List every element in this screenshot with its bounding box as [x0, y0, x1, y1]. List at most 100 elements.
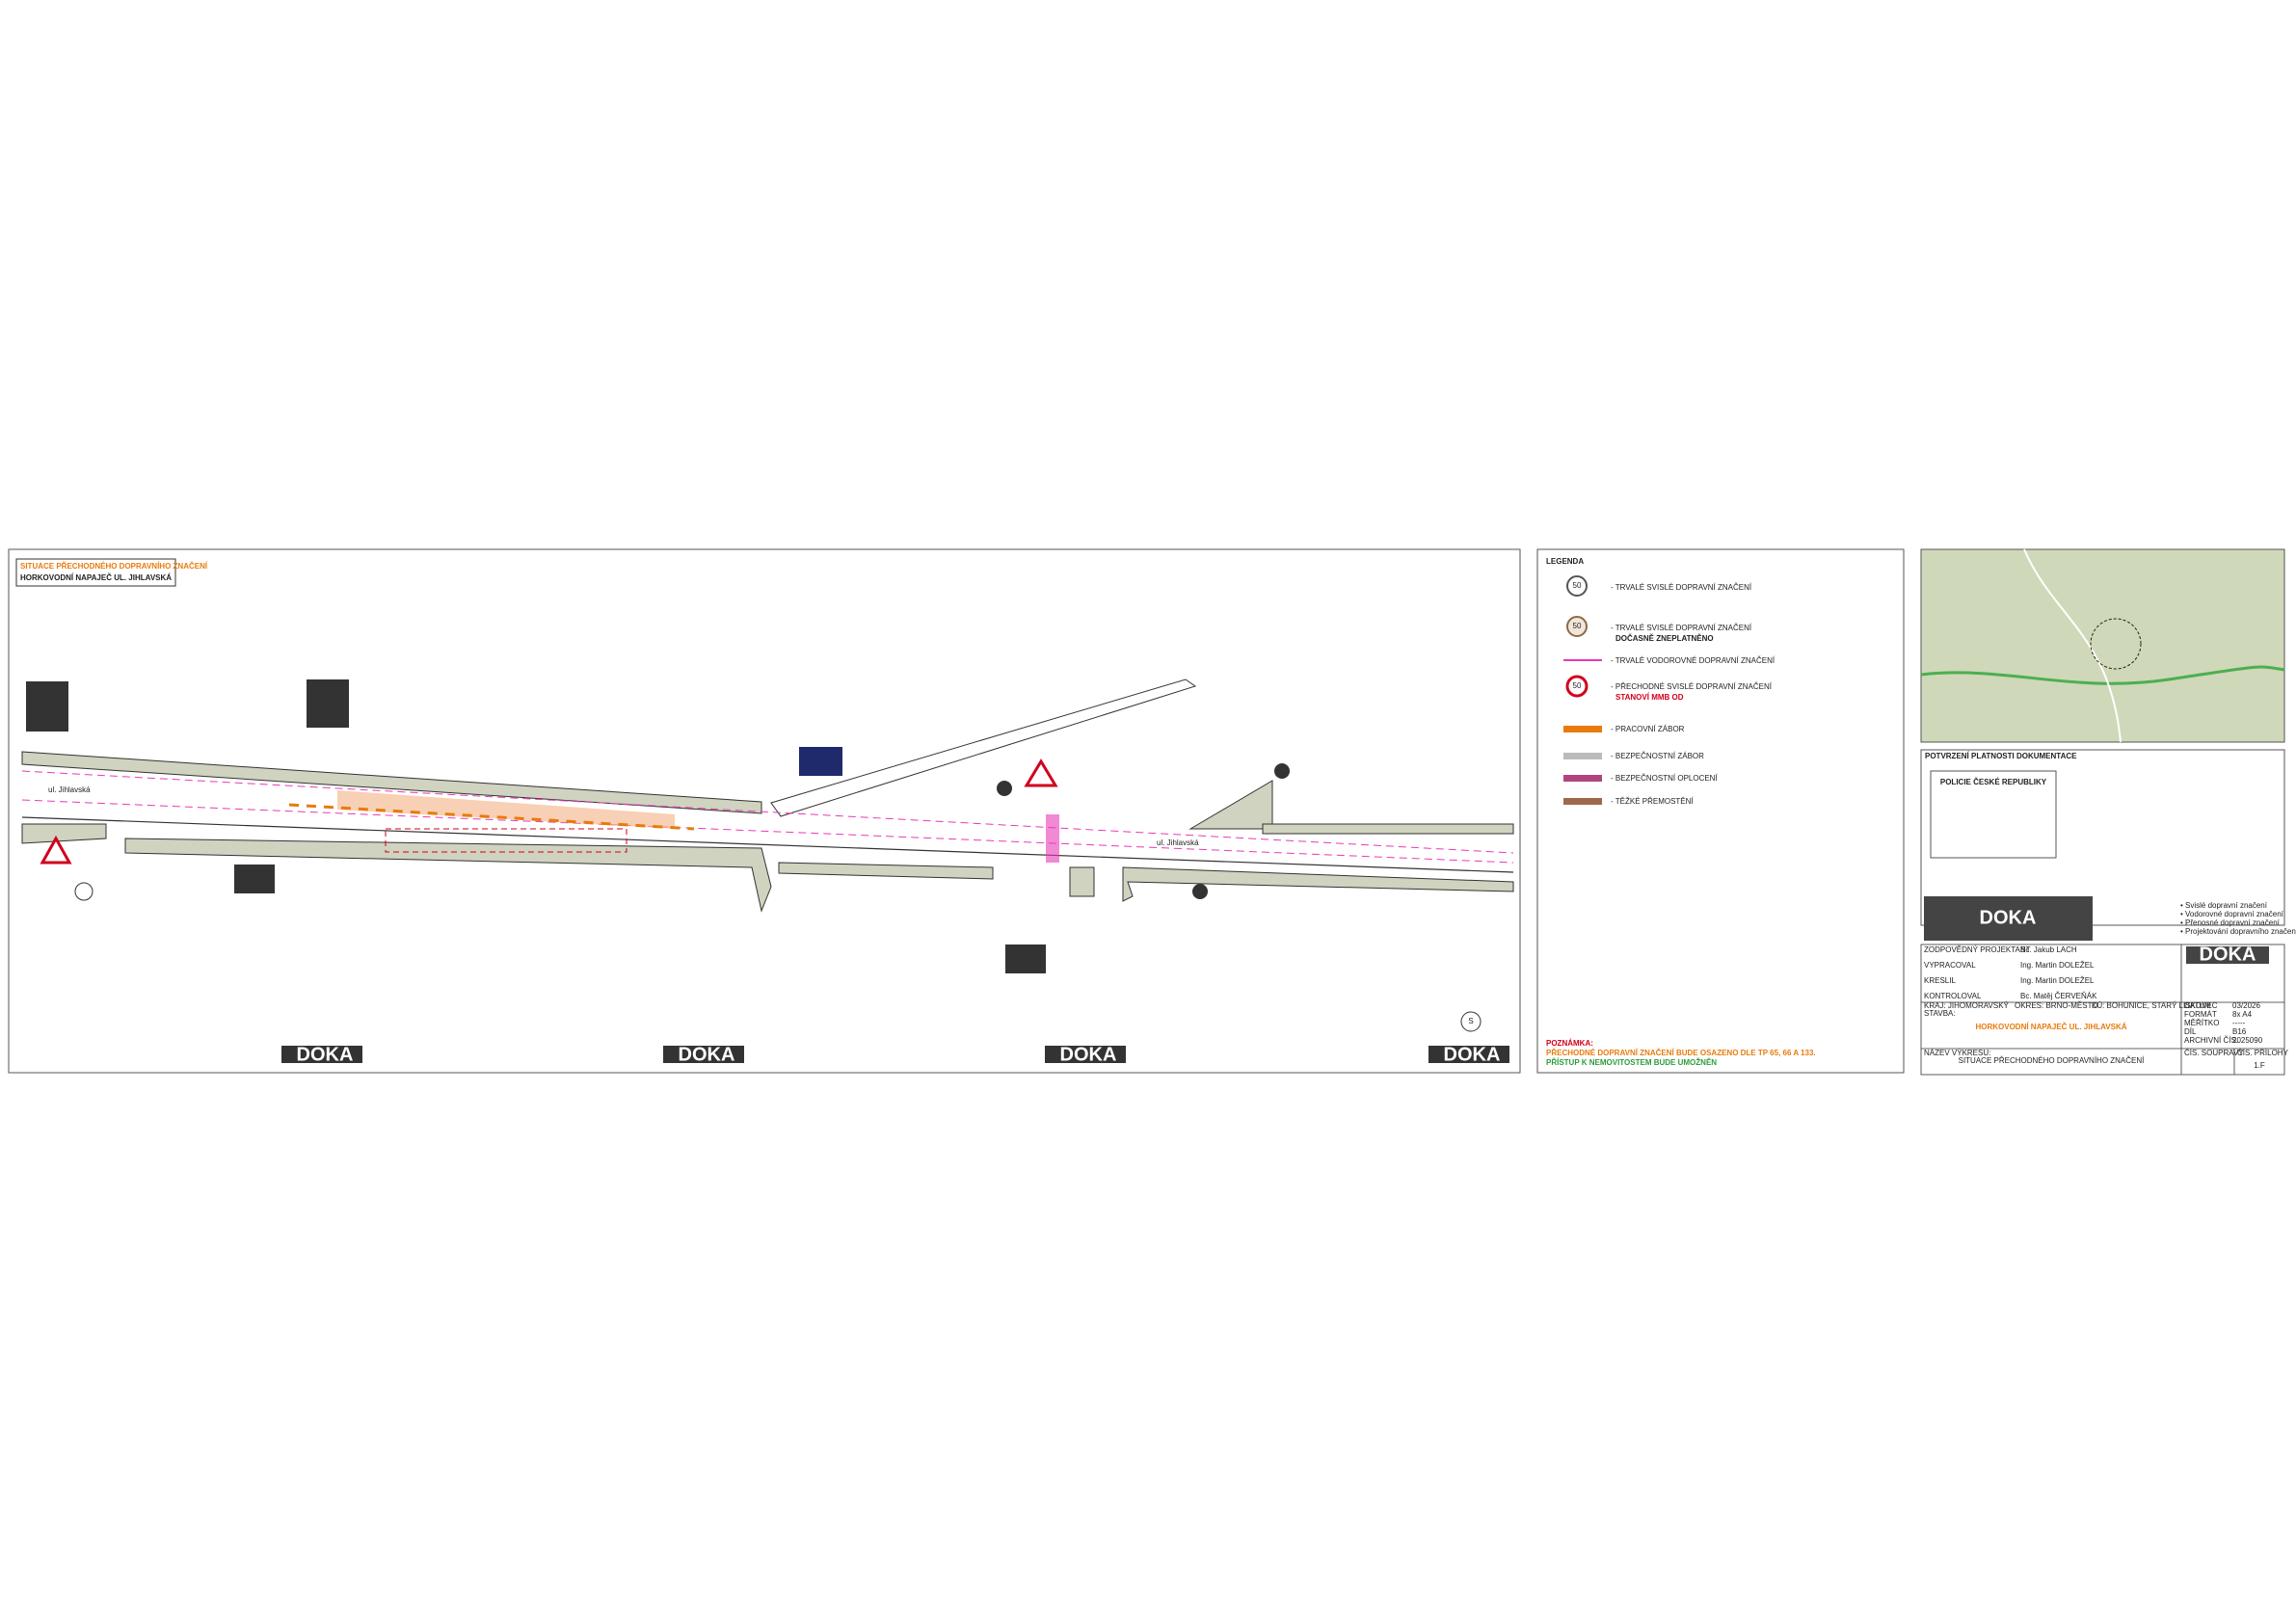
service: • Svislé dopravní značení — [2180, 901, 2268, 910]
legend-icon — [1563, 798, 1602, 805]
legend-label: - TĚŽKÉ PŘEMOSTĚNÍ — [1611, 797, 1694, 806]
legend-label: - BEZPEČNOSTNÍ OPLOCENÍ — [1611, 774, 1718, 783]
set-label: ČÍS. SOUPRAVY — [2184, 1049, 2244, 1057]
marking-line — [21, 799, 1514, 864]
field-label: DATUM — [2184, 1001, 2211, 1010]
validation-title: POTVRZENÍ PLATNOSTI DOKUMENTACE — [1925, 752, 2077, 760]
annex: 1.F — [2254, 1061, 2265, 1070]
project: HORKOVODNÍ NAPAJEČ UL. JIHLAVSKÁ — [1975, 1023, 2126, 1031]
legend-note: STANOVÍ MMB OD — [1615, 693, 1684, 702]
work-zone-edge — [288, 803, 695, 831]
note: PŘECHODNÉ DOPRAVNÍ ZNAČENÍ BUDE OSAZENO … — [1546, 1049, 1816, 1057]
stamp-title: POLICIE ČESKÉ REPUBLIKY — [1940, 778, 2047, 786]
service: • Vodorovné dopravní značení — [2180, 910, 2284, 918]
logo-box — [281, 1046, 362, 1063]
legend-icon — [1566, 575, 1588, 597]
marking-line — [21, 770, 1514, 854]
company-logo-box — [1924, 896, 2093, 941]
legend-icon — [1566, 616, 1588, 637]
sign — [1005, 945, 1046, 973]
sidewalk — [1262, 823, 1514, 835]
note: PŘÍSTUP K NEMOVITOSTEM BUDE UMOŽNĚN — [1546, 1058, 1717, 1067]
work-zone — [337, 790, 675, 829]
project-label: STAVBA: — [1924, 1009, 1956, 1018]
legend-icon — [1563, 775, 1602, 782]
drawing-title: SITUACE PŘECHODNÉHO DOPRAVNÍHO ZNAČENÍ — [20, 562, 208, 571]
logos: DOKA DOKA DOKA DOKA — [281, 1044, 1509, 1065]
location-map — [1920, 548, 2285, 743]
legend-label: - TRVALÉ SVISLÉ DOPRAVNÍ ZNAČENÍ — [1611, 583, 1752, 592]
map-road — [1920, 665, 2285, 685]
sign — [1024, 758, 1058, 787]
person: Bc. Matěj ČERVEŇÁK — [2020, 992, 2097, 1000]
company-logo-box — [2186, 946, 2269, 964]
role: ZODPOVĚDNÝ PROJEKTANT — [1924, 945, 2031, 954]
field-label: MĚŘÍTKO — [2184, 1019, 2219, 1027]
sidewalk — [21, 751, 762, 814]
field-value: 03/2026 — [2232, 1001, 2260, 1010]
service: • Projektování dopravního značení — [2180, 927, 2296, 936]
safety-fence — [385, 828, 627, 853]
role: KRESLIL — [1924, 976, 1956, 985]
logo-box — [1045, 1046, 1126, 1063]
validation-box — [1920, 749, 2285, 926]
sidewalk — [1122, 866, 1514, 902]
sign — [307, 679, 349, 728]
field-label: ARCHIVNÍ ČÍS. — [2184, 1036, 2238, 1045]
field-value: ----- — [2232, 1019, 2246, 1027]
sign — [74, 882, 93, 901]
person: Ing. Martin DOLEŽEL — [2020, 976, 2095, 985]
role: KONTROLOVAL — [1924, 992, 1982, 1000]
legend-label: - PŘECHODNÉ SVISLÉ DOPRAVNÍ ZNAČENÍ — [1611, 682, 1773, 691]
field-label: DÍL — [2184, 1027, 2197, 1036]
person: Bc. Jakub LACH — [2020, 945, 2077, 954]
sign — [799, 747, 842, 776]
sign — [997, 781, 1012, 796]
company-logo: DOKA — [2200, 944, 2256, 965]
legend-label: - PRACOVNÍ ZÁBOR — [1611, 725, 1685, 733]
field-label: FORMÁT — [2184, 1010, 2217, 1019]
map-marker — [2090, 618, 2142, 670]
field-value: 8x A4 — [2232, 1010, 2253, 1019]
sidewalk — [1188, 780, 1273, 830]
field-value: 2025090 — [2232, 1036, 2263, 1045]
north-arrow — [1460, 1011, 1482, 1032]
field-value: B16 — [2232, 1027, 2247, 1036]
sidewalk — [21, 823, 107, 844]
drawing-frame — [8, 548, 1521, 1074]
role: VYPRACOVAL — [1924, 961, 1976, 970]
drawing-title-box — [15, 558, 176, 587]
map-road — [2023, 548, 2122, 743]
legend-label: - TRVALÉ SVISLÉ DOPRAVNÍ ZNAČENÍ — [1611, 624, 1752, 632]
north-label: S — [1468, 1017, 1473, 1025]
district: OKRES: BRNO-MĚSTO — [2015, 1001, 2098, 1010]
drawing-name: SITUACE PŘECHODNÉHO DOPRAVNÍHO ZNAČENÍ — [1959, 1056, 2146, 1065]
drawing-label: NÁZEV VÝKRESU: — [1924, 1049, 1990, 1057]
legend-icon-label: 50 — [1573, 681, 1582, 690]
street-label: ul. Jihlavská — [1157, 838, 1199, 847]
legend-icon — [1563, 753, 1602, 759]
person: Ing. Martin DOLEŽEL — [2020, 961, 2095, 970]
legend-icon-label: 50 — [1573, 581, 1582, 590]
logo: DOKA — [297, 1044, 354, 1065]
sidewalk — [124, 838, 772, 913]
company-logo: DOKA — [1980, 907, 2037, 928]
title-block — [1920, 944, 2285, 1076]
stamp — [1930, 770, 2057, 859]
legend-icon — [1565, 675, 1589, 698]
heavy-bridging — [1046, 814, 1059, 863]
service: • Přenosné dopravní značení — [2180, 918, 2281, 927]
logo-box — [1428, 1046, 1509, 1063]
logo-box — [663, 1046, 744, 1063]
logo: DOKA — [1444, 1044, 1501, 1065]
logo: DOKA — [1060, 1044, 1117, 1065]
sidewalk — [778, 862, 994, 880]
sign — [1274, 763, 1290, 779]
road-edge — [21, 816, 1514, 873]
legend-label: - TRVALÉ VODOROVNÉ DOPRAVNÍ ZNAČENÍ — [1611, 656, 1775, 665]
legend-label: - BEZPEČNOSTNÍ ZÁBOR — [1611, 752, 1704, 760]
legend-frame — [1536, 548, 1905, 1074]
cadastre: KÚ: BOHUNICE, STARÝ LISKOVEC — [2092, 1001, 2218, 1010]
legend-icon — [1563, 726, 1602, 732]
